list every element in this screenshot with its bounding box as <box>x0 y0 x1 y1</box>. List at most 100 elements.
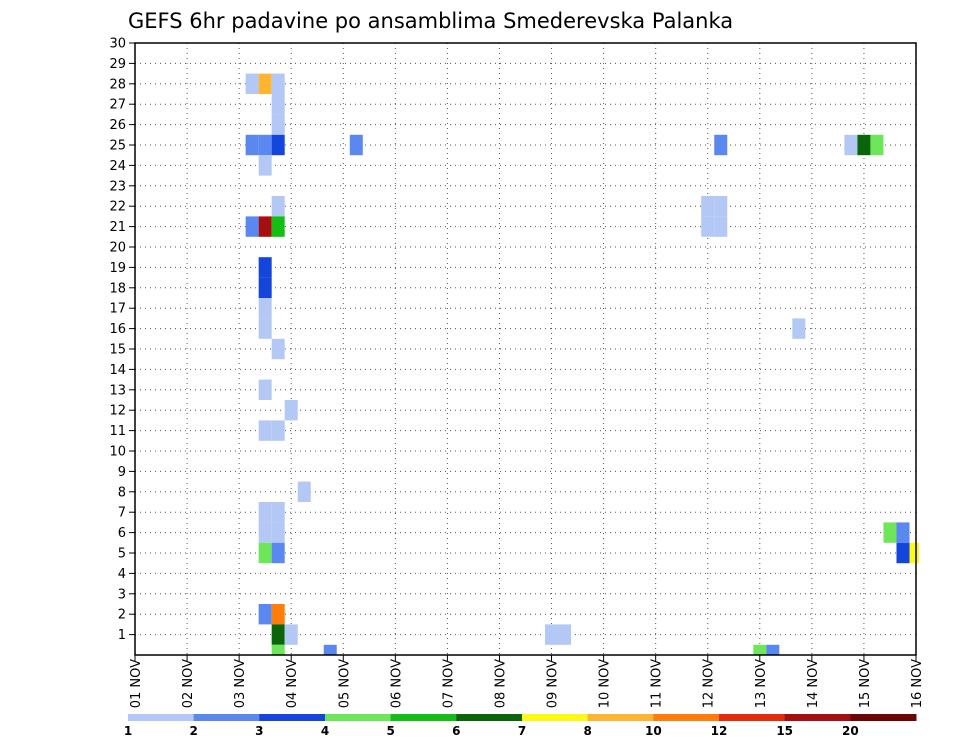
y-tick-label: 15 <box>109 343 126 358</box>
data-cell <box>271 542 285 564</box>
data-cell <box>271 338 285 360</box>
legend-swatch <box>719 714 786 721</box>
data-cell <box>284 624 298 645</box>
data-cell <box>245 134 259 156</box>
legend-label: 6 <box>452 724 460 738</box>
legend-swatch <box>325 714 392 721</box>
legend-label: 1 <box>124 724 132 738</box>
data-cell <box>323 644 337 655</box>
x-tick-label: 04 NOV <box>285 659 300 708</box>
data-cell <box>271 644 285 655</box>
legend-swatch <box>522 714 589 721</box>
y-tick-label: 1 <box>118 628 126 643</box>
data-cell <box>271 420 285 441</box>
data-cell <box>245 216 259 237</box>
data-cell <box>258 542 272 564</box>
data-cell <box>271 502 285 523</box>
y-tick-label: 29 <box>109 57 126 72</box>
x-tick-label: 15 NOV <box>858 659 873 708</box>
data-cell <box>545 624 559 645</box>
y-tick-label: 25 <box>109 139 126 154</box>
data-cell <box>909 542 919 564</box>
x-tick-label: 01 NOV <box>129 659 144 708</box>
x-tick-label: 08 NOV <box>493 659 508 708</box>
legend-label: 2 <box>189 724 197 738</box>
y-tick-label: 9 <box>118 465 126 480</box>
y-tick-label: 16 <box>109 322 126 337</box>
data-cell <box>883 522 897 543</box>
data-cell <box>258 216 272 237</box>
legend-label: 7 <box>518 724 526 738</box>
data-cell <box>896 542 910 564</box>
y-tick-label: 17 <box>109 302 126 317</box>
data-cell <box>753 644 767 655</box>
y-tick-label: 7 <box>118 506 126 521</box>
data-cell <box>271 604 285 625</box>
y-tick-label: 28 <box>109 77 126 92</box>
data-cell <box>258 420 272 441</box>
y-tick-label: 23 <box>109 179 126 194</box>
y-tick-label: 21 <box>109 220 126 235</box>
x-tick-label: 16 NOV <box>910 659 925 708</box>
data-cell <box>297 481 311 502</box>
data-cell <box>271 94 285 115</box>
legend-swatch <box>653 714 720 721</box>
y-tick-label: 11 <box>109 424 126 439</box>
y-axis: 1234567891011121314151617181920212223242… <box>109 37 135 643</box>
data-cell <box>271 216 285 237</box>
data-cell <box>766 644 780 655</box>
data-cell <box>701 196 715 217</box>
legend-label: 8 <box>583 724 591 738</box>
data-cell <box>870 134 884 156</box>
data-cell <box>258 298 272 319</box>
chart-title: GEFS 6hr padavine po ansamblima Smederev… <box>128 9 733 33</box>
data-cell <box>271 114 285 135</box>
x-tick-label: 13 NOV <box>754 659 769 708</box>
x-tick-label: 05 NOV <box>337 659 352 708</box>
legend-swatch <box>128 714 195 721</box>
data-cell <box>271 522 285 543</box>
legend-label: 10 <box>645 724 662 738</box>
y-tick-label: 26 <box>109 118 126 133</box>
data-cell <box>258 73 272 94</box>
x-tick-label: 07 NOV <box>441 659 456 708</box>
data-cell <box>258 522 272 543</box>
data-cell <box>857 134 871 156</box>
data-cell <box>258 257 272 278</box>
legend-label: 5 <box>386 724 394 738</box>
data-cell <box>714 134 728 156</box>
legend-label: 12 <box>711 724 728 738</box>
data-cell <box>271 134 285 156</box>
y-tick-label: 2 <box>118 608 126 623</box>
y-tick-label: 10 <box>109 445 126 460</box>
data-cell <box>284 400 298 421</box>
y-tick-label: 6 <box>118 526 126 541</box>
legend-label: 20 <box>842 724 859 738</box>
x-tick-label: 09 NOV <box>546 659 561 708</box>
y-tick-label: 24 <box>109 159 126 174</box>
data-cell <box>258 277 272 298</box>
data-cell <box>558 624 572 645</box>
x-tick-label: 06 NOV <box>389 659 404 708</box>
data-cell <box>258 379 272 400</box>
data-cell <box>792 318 806 339</box>
data-cell <box>714 196 728 217</box>
data-cell <box>701 216 715 237</box>
legend-swatch <box>784 714 851 721</box>
legend-swatch <box>390 714 457 721</box>
y-tick-label: 3 <box>118 587 126 602</box>
color-legend: 1 2 3 4 5 6 7 8 10 12 15 20 <box>124 714 917 738</box>
x-tick-label: 03 NOV <box>233 659 248 708</box>
data-cell <box>896 522 910 543</box>
y-tick-label: 12 <box>109 404 126 419</box>
y-tick-label: 18 <box>109 281 126 296</box>
data-cell <box>271 624 285 645</box>
legend-swatch <box>259 714 326 721</box>
y-tick-label: 5 <box>118 547 126 562</box>
x-tick-label: 11 NOV <box>650 659 665 708</box>
x-tick-label: 14 NOV <box>806 659 821 708</box>
data-cell <box>844 134 858 156</box>
x-tick-label: 10 NOV <box>598 659 613 708</box>
y-tick-label: 8 <box>118 485 126 500</box>
